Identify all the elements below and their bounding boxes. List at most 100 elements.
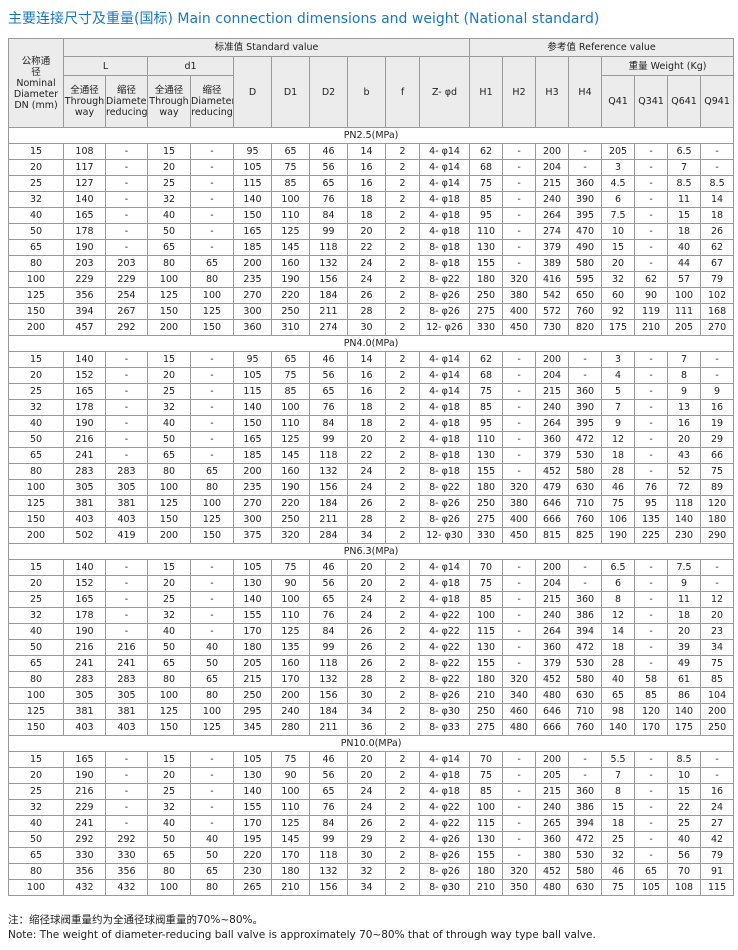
cell: 180 <box>469 671 504 688</box>
cell: 180 <box>233 639 272 656</box>
cell: 28 <box>347 303 386 320</box>
cell: 50 <box>8 431 64 448</box>
cell: 140 <box>233 399 272 416</box>
cell: - <box>502 831 537 848</box>
cell: 100 <box>8 687 64 704</box>
cell: 15 <box>8 559 64 576</box>
data-row: 150 394 267 150 125 300 250 211 28 2 8- φ26 275 400 5… <box>8 303 735 320</box>
cell: 4- φ18 <box>418 767 471 784</box>
cell: 84 <box>309 415 348 432</box>
cell: 2 <box>385 479 420 496</box>
table-header: 公称通径 Nominal Diameter DN (mm) 标准值 Standar… <box>8 38 735 128</box>
cell: 40 <box>147 623 191 640</box>
cell: 170 <box>271 847 310 864</box>
cell: 710 <box>568 495 603 512</box>
cell: - <box>700 159 735 176</box>
cell: 79 <box>700 271 735 288</box>
header-cell: 标准值 Standard value <box>62 38 471 57</box>
cell: 190 <box>271 271 310 288</box>
cell: 2 <box>385 207 420 224</box>
cell: 132 <box>309 255 348 272</box>
cell: 350 <box>502 879 537 896</box>
cell: 75 <box>469 175 504 192</box>
cell: 118 <box>309 447 348 464</box>
cell: 330 <box>105 847 148 864</box>
cell: 100 <box>190 287 234 304</box>
cell: 125 <box>271 623 310 640</box>
data-row: 125 356 254 125 100 270 220 184 26 2 8- φ26 250 380 5… <box>8 287 735 304</box>
cell: 380 <box>502 287 537 304</box>
cell: - <box>634 831 669 848</box>
cell: 215 <box>535 591 570 608</box>
cell: 2 <box>385 175 420 192</box>
cell: 760 <box>568 303 603 320</box>
cell: 2 <box>385 255 420 272</box>
cell: - <box>190 447 234 464</box>
cell: 80 <box>147 671 191 688</box>
cell: 16 <box>347 383 386 400</box>
cell: 23 <box>700 623 735 640</box>
cell: 185 <box>233 239 272 256</box>
section-row: PN6.3(MPa) <box>7 543 735 560</box>
section-label: PN4.0(MPa) <box>7 335 735 352</box>
cell: 580 <box>568 671 603 688</box>
cell: 90 <box>634 287 669 304</box>
cell: 360 <box>233 319 272 336</box>
cell: 275 <box>469 511 504 528</box>
cell: 330 <box>63 847 106 864</box>
cell: 84 <box>309 207 348 224</box>
cell: 24 <box>347 607 386 624</box>
cell: - <box>568 751 603 768</box>
cell: 100 <box>190 495 234 512</box>
cell: 275 <box>469 719 504 736</box>
section-label: PN2.5(MPa) <box>7 127 735 144</box>
cell: 2 <box>385 223 420 240</box>
cell: - <box>634 463 669 480</box>
cell: 76 <box>309 799 348 816</box>
cell: - <box>634 351 669 368</box>
cell: 10 <box>667 767 702 784</box>
cell: 40 <box>147 815 191 832</box>
cell: 472 <box>568 639 603 656</box>
cell: 125 <box>190 511 234 528</box>
cell: 95 <box>233 351 272 368</box>
cell: 30 <box>347 687 386 704</box>
cell: 9 <box>700 383 735 400</box>
cell: 8- φ33 <box>418 719 471 736</box>
cell: 175 <box>601 319 636 336</box>
cell: 2 <box>385 815 420 832</box>
cell: 2 <box>385 607 420 624</box>
cell: 125 <box>147 703 191 720</box>
cell: 80 <box>8 671 64 688</box>
cell: 380 <box>502 495 537 512</box>
cell: 25 <box>601 831 636 848</box>
cell: 452 <box>535 863 570 880</box>
cell: 210 <box>271 879 310 896</box>
cell: 80 <box>190 687 234 704</box>
cell: 241 <box>63 447 106 464</box>
cell: - <box>502 575 537 592</box>
cell: 156 <box>309 479 348 496</box>
cell: - <box>700 575 735 592</box>
cell: 4- φ18 <box>418 575 471 592</box>
cell: 7 <box>601 399 636 416</box>
cell: 403 <box>105 719 148 736</box>
cell: 200 <box>8 319 64 336</box>
data-row: 150 403 403 150 125 300 250 211 28 2 8- φ26 275 400 6… <box>8 511 735 528</box>
cell: 40 <box>667 239 702 256</box>
cell: 2 <box>385 655 420 672</box>
cell: 4- φ14 <box>418 559 471 576</box>
cell: 68 <box>469 367 504 384</box>
cell: 50 <box>190 847 234 864</box>
data-row: 25 165-25-115 85 65 16 2 4- φ14 75-215 360 5-9 9 <box>8 383 735 400</box>
cell: 2 <box>385 751 420 768</box>
cell: - <box>502 847 537 864</box>
cell: 8- φ26 <box>418 863 471 880</box>
cell: - <box>190 607 234 624</box>
cell: 4- φ22 <box>418 639 471 656</box>
cell: 20 <box>601 255 636 272</box>
cell: 220 <box>271 287 310 304</box>
cell: 190 <box>601 527 636 544</box>
cell: 165 <box>63 383 106 400</box>
cell: 229 <box>105 271 148 288</box>
